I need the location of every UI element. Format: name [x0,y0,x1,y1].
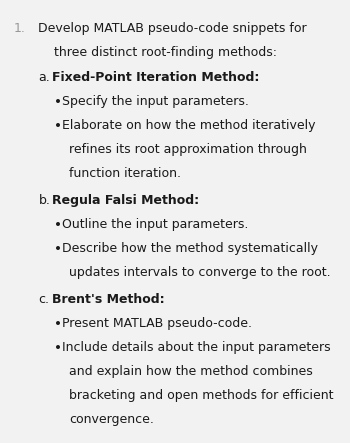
Text: Describe how the method systematically: Describe how the method systematically [62,242,318,255]
Text: Brent's Method:: Brent's Method: [52,293,164,306]
Text: c.: c. [38,293,49,306]
Text: Regula Falsi Method:: Regula Falsi Method: [52,194,199,207]
Text: refines its root approximation through: refines its root approximation through [69,143,307,155]
Text: updates intervals to converge to the root.: updates intervals to converge to the roo… [69,266,331,279]
Text: Elaborate on how the method iteratively: Elaborate on how the method iteratively [62,119,315,132]
Text: •: • [54,218,62,232]
Text: a.: a. [38,71,50,84]
Text: function iteration.: function iteration. [69,167,181,179]
Text: three distinct root-finding methods:: three distinct root-finding methods: [54,46,277,59]
Text: and explain how the method combines: and explain how the method combines [69,365,313,378]
Text: •: • [54,242,62,256]
Text: bracketing and open methods for efficient: bracketing and open methods for efficien… [69,389,334,402]
Text: •: • [54,341,62,355]
Text: Present MATLAB pseudo-code.: Present MATLAB pseudo-code. [62,317,252,330]
Text: b.: b. [38,194,50,207]
Text: Include details about the input parameters: Include details about the input paramete… [62,341,330,354]
Text: •: • [54,317,62,331]
Text: Specify the input parameters.: Specify the input parameters. [62,95,249,108]
Text: Develop MATLAB pseudo-code snippets for: Develop MATLAB pseudo-code snippets for [38,22,307,35]
Text: convergence.: convergence. [69,413,154,426]
Text: Outline the input parameters.: Outline the input parameters. [62,218,248,231]
Text: •: • [54,95,62,109]
Text: Fixed-Point Iteration Method:: Fixed-Point Iteration Method: [52,71,259,84]
Text: •: • [54,119,62,133]
Text: 1.: 1. [14,22,26,35]
